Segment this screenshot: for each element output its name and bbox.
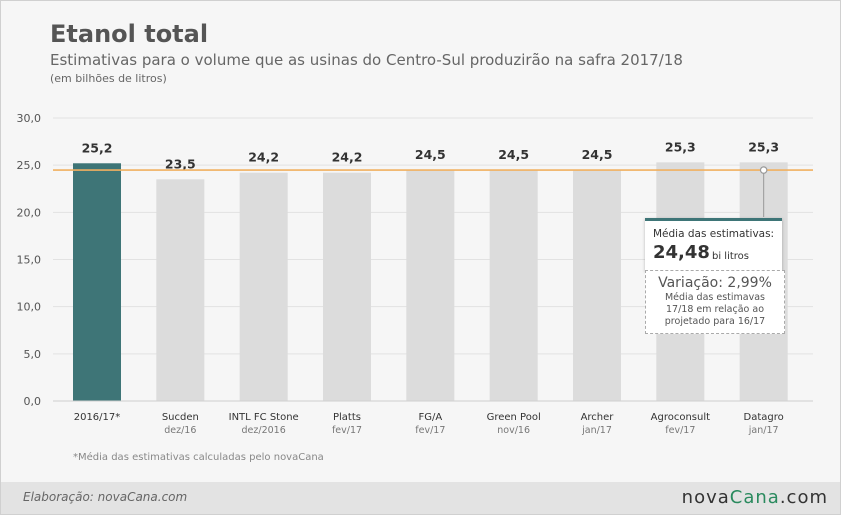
y-tick-label: 20,0 bbox=[17, 206, 42, 219]
x-tick-label: FG/A bbox=[418, 412, 442, 423]
y-tick-label: 0,0 bbox=[24, 395, 42, 408]
x-tick-sublabel: jan/17 bbox=[748, 425, 779, 436]
average-unit: bi litros bbox=[712, 251, 750, 262]
novacana-logo[interactable]: novaCana.com bbox=[682, 487, 828, 508]
data-label: 23,5 bbox=[165, 156, 196, 171]
average-value: 24,48 bbox=[653, 242, 710, 263]
variation-desc-line: 17/18 em relação ao bbox=[665, 304, 765, 315]
footer: Elaboração: novaCana.com novaCana.com bbox=[1, 482, 840, 514]
average-label: Média das estimativas: bbox=[653, 228, 775, 240]
x-tick-label: Green Pool bbox=[487, 412, 541, 423]
variation-description: Média das estimavas 17/18 em relação ao … bbox=[646, 292, 784, 328]
chart-unit: (em bilhões de litros) bbox=[50, 72, 167, 85]
logo-text-com: .com bbox=[779, 487, 828, 508]
y-tick-label: 25,0 bbox=[17, 159, 42, 172]
x-tick-sublabel: nov/16 bbox=[497, 425, 530, 436]
data-label: 24,5 bbox=[498, 147, 529, 162]
x-tick-label: INTL FC Stone bbox=[229, 412, 299, 423]
x-tick-label: 2016/17* bbox=[74, 412, 121, 423]
variation-desc-line: Média das estimavas bbox=[664, 292, 765, 303]
data-label: 24,5 bbox=[582, 147, 613, 162]
bar bbox=[239, 172, 288, 401]
x-tick-sublabel: jan/17 bbox=[581, 425, 612, 436]
average-marker bbox=[759, 166, 768, 174]
y-tick-label: 30,0 bbox=[17, 112, 42, 125]
data-label: 24,2 bbox=[332, 150, 363, 165]
data-label: 25,3 bbox=[665, 139, 696, 154]
x-tick-sublabel: fev/17 bbox=[665, 425, 695, 436]
chart-subtitle: Estimativas para o volume que as usinas … bbox=[50, 51, 683, 69]
bar bbox=[156, 179, 205, 401]
x-tick-label: Platts bbox=[333, 412, 361, 423]
y-tick-label: 5,0 bbox=[24, 348, 42, 361]
data-label: 24,5 bbox=[415, 147, 446, 162]
bar bbox=[73, 163, 121, 401]
x-tick-sublabel: dez/2016 bbox=[242, 425, 286, 436]
logo-text-nova: nova bbox=[681, 487, 730, 508]
x-tick-label: Datagro bbox=[744, 412, 784, 423]
variation-desc-line: projetado para 16/17 bbox=[664, 316, 766, 327]
logo-text-cana: Cana bbox=[729, 487, 780, 508]
x-tick-sublabel: fev/17 bbox=[332, 425, 362, 436]
data-label: 25,3 bbox=[748, 139, 779, 154]
footer-credit: Elaboração: novaCana.com bbox=[23, 490, 188, 504]
variation-title: Variação: 2,99% bbox=[658, 275, 772, 291]
x-tick-label: Archer bbox=[581, 412, 615, 423]
bar bbox=[323, 172, 371, 401]
x-tick-sublabel: fev/17 bbox=[415, 425, 445, 436]
bar bbox=[573, 169, 621, 401]
x-tick-label: Agroconsult bbox=[651, 412, 710, 423]
chart-title: Etanol total bbox=[50, 20, 209, 48]
bar bbox=[406, 169, 455, 401]
x-tick-label: Sucden bbox=[162, 412, 199, 423]
average-callout: Média das estimativas: 24,48 bi litros bbox=[645, 218, 782, 271]
footnote: *Média das estimativas calculadas pelo n… bbox=[73, 452, 324, 463]
bar bbox=[489, 169, 538, 401]
y-tick-label: 10,0 bbox=[17, 301, 42, 314]
y-tick-label: 15,0 bbox=[17, 254, 42, 267]
data-label: 25,2 bbox=[82, 140, 113, 155]
x-tick-sublabel: dez/16 bbox=[164, 425, 196, 436]
data-label: 24,2 bbox=[248, 150, 279, 165]
variation-callout: Variação: 2,99% Média das estimavas 17/1… bbox=[645, 270, 785, 334]
